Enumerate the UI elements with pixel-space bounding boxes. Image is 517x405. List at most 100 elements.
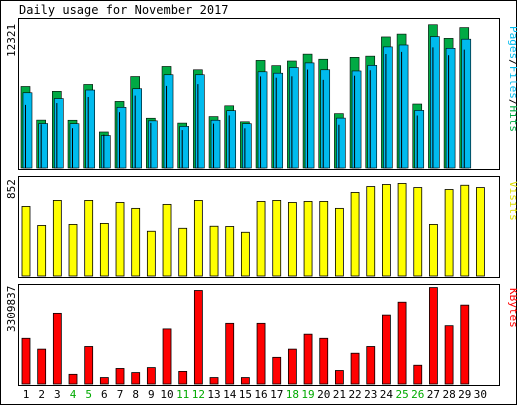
bar-visits-24 (382, 184, 391, 277)
bar-files-15 (242, 123, 252, 169)
day-label-25: 25 (395, 388, 408, 401)
bar-files-23 (367, 65, 378, 169)
bar-kbytes-11 (178, 370, 188, 385)
bar-visits-2 (37, 225, 47, 277)
bar-files-20 (320, 69, 331, 169)
day-label-29: 29 (458, 388, 471, 401)
bar-kbytes-5 (84, 346, 94, 385)
bar-files-17 (273, 72, 284, 169)
bar-kbytes-7 (115, 368, 125, 385)
day-label-6: 6 (101, 388, 108, 401)
bar-files-4 (69, 123, 80, 169)
bar-visits-28 (444, 189, 454, 277)
bar-files-10 (163, 74, 174, 169)
day-label-24: 24 (380, 388, 394, 401)
bar-files-1 (22, 92, 33, 169)
bar-files-12 (195, 74, 205, 169)
day-label-15: 15 (239, 388, 252, 401)
bar-kbytes-15 (240, 377, 250, 385)
day-label-5: 5 (85, 388, 92, 401)
bar-visits-11 (178, 227, 188, 277)
bar-visits-14 (225, 226, 235, 277)
bar-visits-13 (209, 225, 219, 277)
day-label-7: 7 (117, 388, 124, 401)
bar-files-11 (179, 126, 189, 169)
panel-visits: 852 Visits (5, 176, 517, 278)
day-label-30: 30 (474, 388, 487, 401)
day-label-2: 2 (38, 388, 45, 401)
bar-files-8 (132, 88, 142, 169)
bar-visits-10 (162, 203, 172, 277)
bar-files-9 (148, 120, 158, 169)
day-label-26: 26 (411, 388, 424, 401)
legend-files: Files (507, 66, 517, 99)
bar-kbytes-2 (37, 348, 47, 385)
bar-visits-26 (413, 187, 423, 277)
bar-visits-25 (397, 183, 407, 277)
bar-files-22 (351, 70, 362, 169)
bar-files-24 (383, 46, 393, 169)
bar-visits-22 (350, 192, 360, 277)
bar-kbytes-10 (162, 328, 172, 385)
bar-visits-3 (52, 200, 62, 277)
legend-sep-1: / (507, 59, 517, 66)
day-label-12: 12 (192, 388, 205, 401)
bar-files-2 (38, 123, 48, 169)
bar-files-7 (116, 107, 127, 169)
bar-visits-29 (460, 184, 470, 277)
day-label-9: 9 (148, 388, 155, 401)
bar-visits-17 (272, 200, 282, 277)
bar-visits-12 (193, 200, 203, 277)
bar-files-5 (85, 89, 95, 169)
day-label-13: 13 (207, 388, 220, 401)
bar-kbytes-26 (413, 364, 423, 385)
bar-kbytes-8 (131, 372, 141, 385)
bar-kbytes-18 (287, 348, 297, 385)
bar-visits-21 (334, 207, 344, 277)
bar-files-28 (445, 48, 456, 169)
legend-pages-files-hits: Pages/Files/Hits (507, 26, 517, 132)
bar-visits-30 (476, 187, 485, 277)
bar-kbytes-13 (209, 377, 219, 385)
panel-max-label-pages-files-hits: 12321 (5, 24, 18, 57)
bar-kbytes-3 (52, 312, 62, 385)
bar-kbytes-9 (146, 367, 156, 385)
bar-visits-19 (303, 201, 313, 277)
bar-kbytes-14 (225, 322, 235, 385)
day-label-10: 10 (160, 388, 173, 401)
day-label-27: 27 (427, 388, 440, 401)
bar-files-26 (414, 110, 425, 169)
bar-kbytes-17 (272, 356, 282, 385)
bar-kbytes-16 (256, 322, 266, 385)
bar-kbytes-29 (460, 304, 470, 385)
panel-max-label-visits: 852 (5, 179, 18, 199)
day-label-22: 22 (348, 388, 361, 401)
bar-files-18 (289, 67, 299, 169)
legend-hits: Hits (507, 106, 517, 133)
bar-visits-5 (84, 200, 94, 277)
bar-files-14 (226, 110, 237, 169)
bar-visits-23 (366, 186, 376, 277)
bar-files-27 (430, 36, 440, 169)
bar-kbytes-28 (444, 325, 454, 385)
day-label-20: 20 (317, 388, 330, 401)
panel-kbytes: 3309837 KBytes (5, 284, 517, 386)
bar-files-29 (461, 38, 472, 169)
bar-kbytes-20 (319, 337, 329, 385)
chart-title: Daily usage for November 2017 (19, 3, 229, 17)
bar-files-13 (210, 119, 221, 169)
legend-pages: Pages (507, 26, 517, 59)
bar-kbytes-12 (193, 290, 203, 385)
day-label-8: 8 (132, 388, 139, 401)
bar-files-16 (257, 71, 268, 169)
bar-kbytes-4 (68, 373, 78, 385)
legend-sep-2: / (507, 99, 517, 106)
panel-max-label-kbytes: 3309837 (5, 286, 18, 332)
bar-files-21 (336, 117, 346, 169)
x-axis-day-labels: 1 2 3 4 5 6 7 8 9 10 11 12 13 14 15 16 17 18 19 20 21 22 23 24 2… (23, 388, 487, 401)
bar-visits-8 (131, 207, 141, 277)
bar-kbytes-6 (99, 377, 109, 385)
bar-visits-15 (240, 231, 250, 277)
day-label-4: 4 (70, 388, 77, 401)
day-label-11: 11 (176, 388, 189, 401)
